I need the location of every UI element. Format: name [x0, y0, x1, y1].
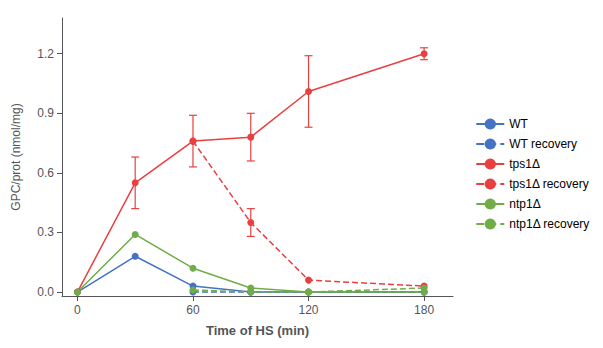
svg-text:tps1Δ recovery: tps1Δ recovery	[509, 177, 588, 191]
svg-text:1.2: 1.2	[37, 47, 54, 61]
svg-text:180: 180	[414, 303, 434, 317]
svg-text:Time of HS (min): Time of HS (min)	[206, 323, 309, 338]
svg-text:60: 60	[186, 303, 200, 317]
svg-text:ntp1Δ: ntp1Δ	[509, 197, 540, 211]
svg-text:0: 0	[74, 303, 81, 317]
svg-text:0.6: 0.6	[37, 166, 54, 180]
svg-text:120: 120	[299, 303, 319, 317]
svg-text:GPC/prot (nmol/mg): GPC/prot (nmol/mg)	[9, 103, 23, 210]
svg-text:0.0: 0.0	[37, 285, 54, 299]
svg-text:WT recovery: WT recovery	[509, 137, 577, 151]
svg-text:tps1Δ: tps1Δ	[509, 157, 540, 171]
svg-text:0.9: 0.9	[37, 106, 54, 120]
svg-text:WT: WT	[509, 117, 528, 131]
svg-text:ntp1Δ recovery: ntp1Δ recovery	[509, 217, 589, 231]
svg-text:0.3: 0.3	[37, 225, 54, 239]
